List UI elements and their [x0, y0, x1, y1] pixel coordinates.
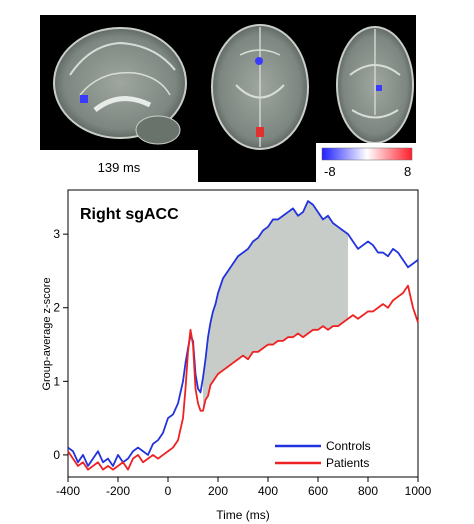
- legend: Controls Patients: [275, 439, 371, 470]
- colorbar: [321, 147, 413, 161]
- x-tick-label: 800: [358, 484, 378, 498]
- legend-label-controls: Controls: [326, 439, 371, 453]
- y-tick-label: 3: [53, 227, 60, 241]
- legend-label-patients: Patients: [326, 456, 369, 470]
- chart-title: Right sgACC: [80, 206, 179, 223]
- x-tick-label: 600: [308, 484, 328, 498]
- x-tick-label: 200: [208, 484, 228, 498]
- y-tick-label: 2: [53, 301, 60, 315]
- y-tick-label: 0: [53, 448, 60, 462]
- y-tick-label: 1: [53, 374, 60, 388]
- colorbar-min-label: -8: [324, 164, 336, 179]
- x-tick-label: 400: [258, 484, 278, 498]
- x-tick-label: -200: [106, 484, 130, 498]
- x-tick-label: 0: [165, 484, 172, 498]
- coronal-brain-view: [336, 26, 414, 144]
- axial-brain-view: [211, 24, 309, 150]
- sagittal-brain-view: [53, 27, 187, 145]
- colorbar-max-label: 8: [404, 164, 411, 179]
- x-axis-label: Time (ms): [216, 508, 270, 522]
- timecourse-chart: -400 -200 0 200 400 600 800 1000 0 1 2 3 Right sgA…: [41, 189, 432, 522]
- y-axis-label: Group-average z-score: [41, 277, 53, 390]
- x-tick-label: 1000: [405, 484, 432, 498]
- series-line-patients: [67, 284, 419, 471]
- time-label: 139 ms: [98, 160, 141, 175]
- series-line-controls: [67, 200, 419, 467]
- x-tick-label: -400: [56, 484, 80, 498]
- brain-image-panel: 139 ms -8 8: [40, 15, 416, 182]
